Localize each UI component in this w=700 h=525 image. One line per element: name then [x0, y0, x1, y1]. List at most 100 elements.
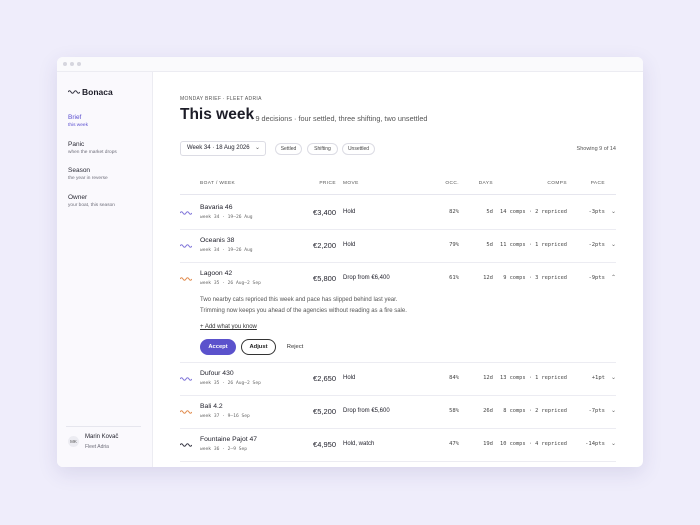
page-summary: · 9 decisions · four settled, three shif…	[251, 114, 428, 123]
row-rule	[180, 262, 616, 263]
action-button[interactable]: Adjust	[241, 339, 276, 355]
days: 12d	[483, 275, 493, 281]
boat-week: week 36 · 2–9 Sep	[200, 447, 248, 452]
nav-item-sub: the year in reverse	[68, 176, 108, 181]
column-header: DAYS	[478, 181, 493, 186]
row-toggle[interactable]: ⌄	[611, 375, 617, 381]
pace: -2pts	[588, 242, 605, 248]
comps: 13 comps · 1 repriced	[500, 375, 567, 381]
occupancy: 47%	[449, 441, 459, 447]
boat-week: week 35 · 26 Aug–2 Sep	[200, 281, 261, 286]
row-toggle[interactable]: ⌄	[611, 408, 617, 414]
window-dot	[70, 62, 74, 66]
row-toggle[interactable]: ⌄	[611, 209, 617, 215]
filter-chip[interactable]: Shifting	[307, 143, 338, 155]
pace: -14pts	[585, 441, 605, 447]
nav-item[interactable]: Owner	[68, 193, 88, 201]
nav-item-sub: your boat, this season	[68, 202, 115, 208]
column-header: PRICE	[319, 181, 336, 186]
title-bar	[57, 57, 643, 72]
nav-item[interactable]: Panic	[68, 140, 85, 148]
pace: -7pts	[588, 408, 605, 414]
brand-logo	[68, 90, 80, 94]
status-icon	[180, 410, 192, 414]
occupancy: 79%	[449, 242, 459, 248]
boat-week: week 35 · 26 Aug–2 Sep	[200, 381, 261, 386]
column-header: MOVE	[343, 181, 359, 186]
add-context-link[interactable]: + Add what you know	[200, 324, 257, 330]
price: €3,400	[313, 208, 336, 217]
boat-name[interactable]: Oceanis 38	[200, 237, 235, 244]
divider	[66, 426, 141, 427]
column-header: COMPS	[547, 181, 567, 186]
week-dropdown[interactable]: Week 34 · 18 Aug 2026	[180, 141, 266, 156]
user-name: Marin Kovač	[85, 434, 119, 440]
move: Hold	[343, 242, 356, 248]
boat-week: week 34 · 19–26 Aug	[200, 215, 253, 220]
status-icon	[180, 244, 192, 248]
comps: 10 comps · 4 repriced	[500, 441, 567, 447]
price: €2,650	[313, 374, 336, 383]
occupancy: 58%	[449, 408, 459, 414]
action-button[interactable]: Reject	[286, 344, 304, 350]
window-dot	[63, 62, 67, 66]
boat-name[interactable]: Lagoon 42	[200, 270, 233, 277]
window-dot	[77, 62, 81, 66]
boat-name[interactable]: Dufour 430	[200, 370, 234, 377]
row-toggle[interactable]: ⌄	[611, 242, 617, 248]
dropdown-caret[interactable]: ⌄	[255, 145, 261, 151]
move: Hold	[343, 375, 356, 381]
status-icon	[180, 211, 192, 215]
boat-week: week 37 · 9–16 Sep	[200, 414, 250, 419]
eyebrow: MONDAY BRIEF · FLEET ADRIA	[180, 96, 262, 102]
nav-item-sub: this week	[68, 123, 88, 128]
row-toggle[interactable]: ⌄	[611, 441, 617, 447]
user-avatar: MK	[68, 436, 79, 447]
table-rule	[180, 194, 616, 195]
price: €5,200	[313, 407, 336, 416]
occupancy: 61%	[449, 275, 459, 281]
days: 5d	[486, 242, 493, 248]
detail-note: Trimming now keeps you ahead of the agen…	[200, 308, 407, 314]
user-org: Fleet Adria	[85, 444, 109, 450]
status-icon	[180, 277, 192, 281]
nav-item[interactable]: Brief	[68, 114, 82, 121]
price: €2,200	[313, 241, 336, 250]
row-rule	[180, 229, 616, 230]
detail-note: Two nearby cats repriced this week and p…	[200, 297, 398, 303]
row-rule	[180, 395, 616, 396]
comps: 9 comps · 3 repriced	[503, 275, 567, 281]
status-icon	[180, 377, 192, 381]
pace: -3pts	[588, 209, 605, 215]
move: Drop from €5,600	[343, 408, 390, 414]
occupancy: 84%	[449, 375, 459, 381]
boat-name[interactable]: Bavaria 46	[200, 204, 233, 211]
filter-chip[interactable]: Settled	[275, 143, 302, 155]
boat-week: week 34 · 19–26 Aug	[200, 248, 253, 253]
column-header: BOAT / WEEK	[200, 181, 236, 186]
column-header: PACE	[590, 181, 605, 186]
occupancy: 82%	[449, 209, 459, 215]
comps: 14 comps · 2 repriced	[500, 209, 567, 215]
sidebar	[57, 72, 153, 467]
move: Hold	[343, 209, 356, 215]
pace: -9pts	[588, 275, 605, 281]
move: Hold, watch	[343, 441, 375, 447]
boat-name[interactable]: Bali 4.2	[200, 403, 223, 410]
nav-item-sub: when the market drops	[68, 149, 117, 155]
nav-item[interactable]: Season	[68, 167, 91, 174]
days: 19d	[483, 441, 493, 447]
filter-chip[interactable]: Unsettled	[342, 143, 375, 155]
days: 12d	[483, 375, 493, 381]
row-rule	[180, 428, 616, 429]
pace: +1pt	[591, 375, 605, 381]
status-icon	[180, 443, 192, 447]
column-header: OCC.	[445, 181, 459, 186]
boat-name[interactable]: Fountaine Pajot 47	[200, 436, 258, 443]
row-rule	[180, 362, 616, 363]
row-toggle[interactable]: ⌃	[611, 275, 617, 281]
comps: 11 comps · 1 repriced	[500, 242, 567, 248]
price: €5,800	[313, 274, 336, 283]
action-button[interactable]: Accept	[200, 339, 236, 355]
